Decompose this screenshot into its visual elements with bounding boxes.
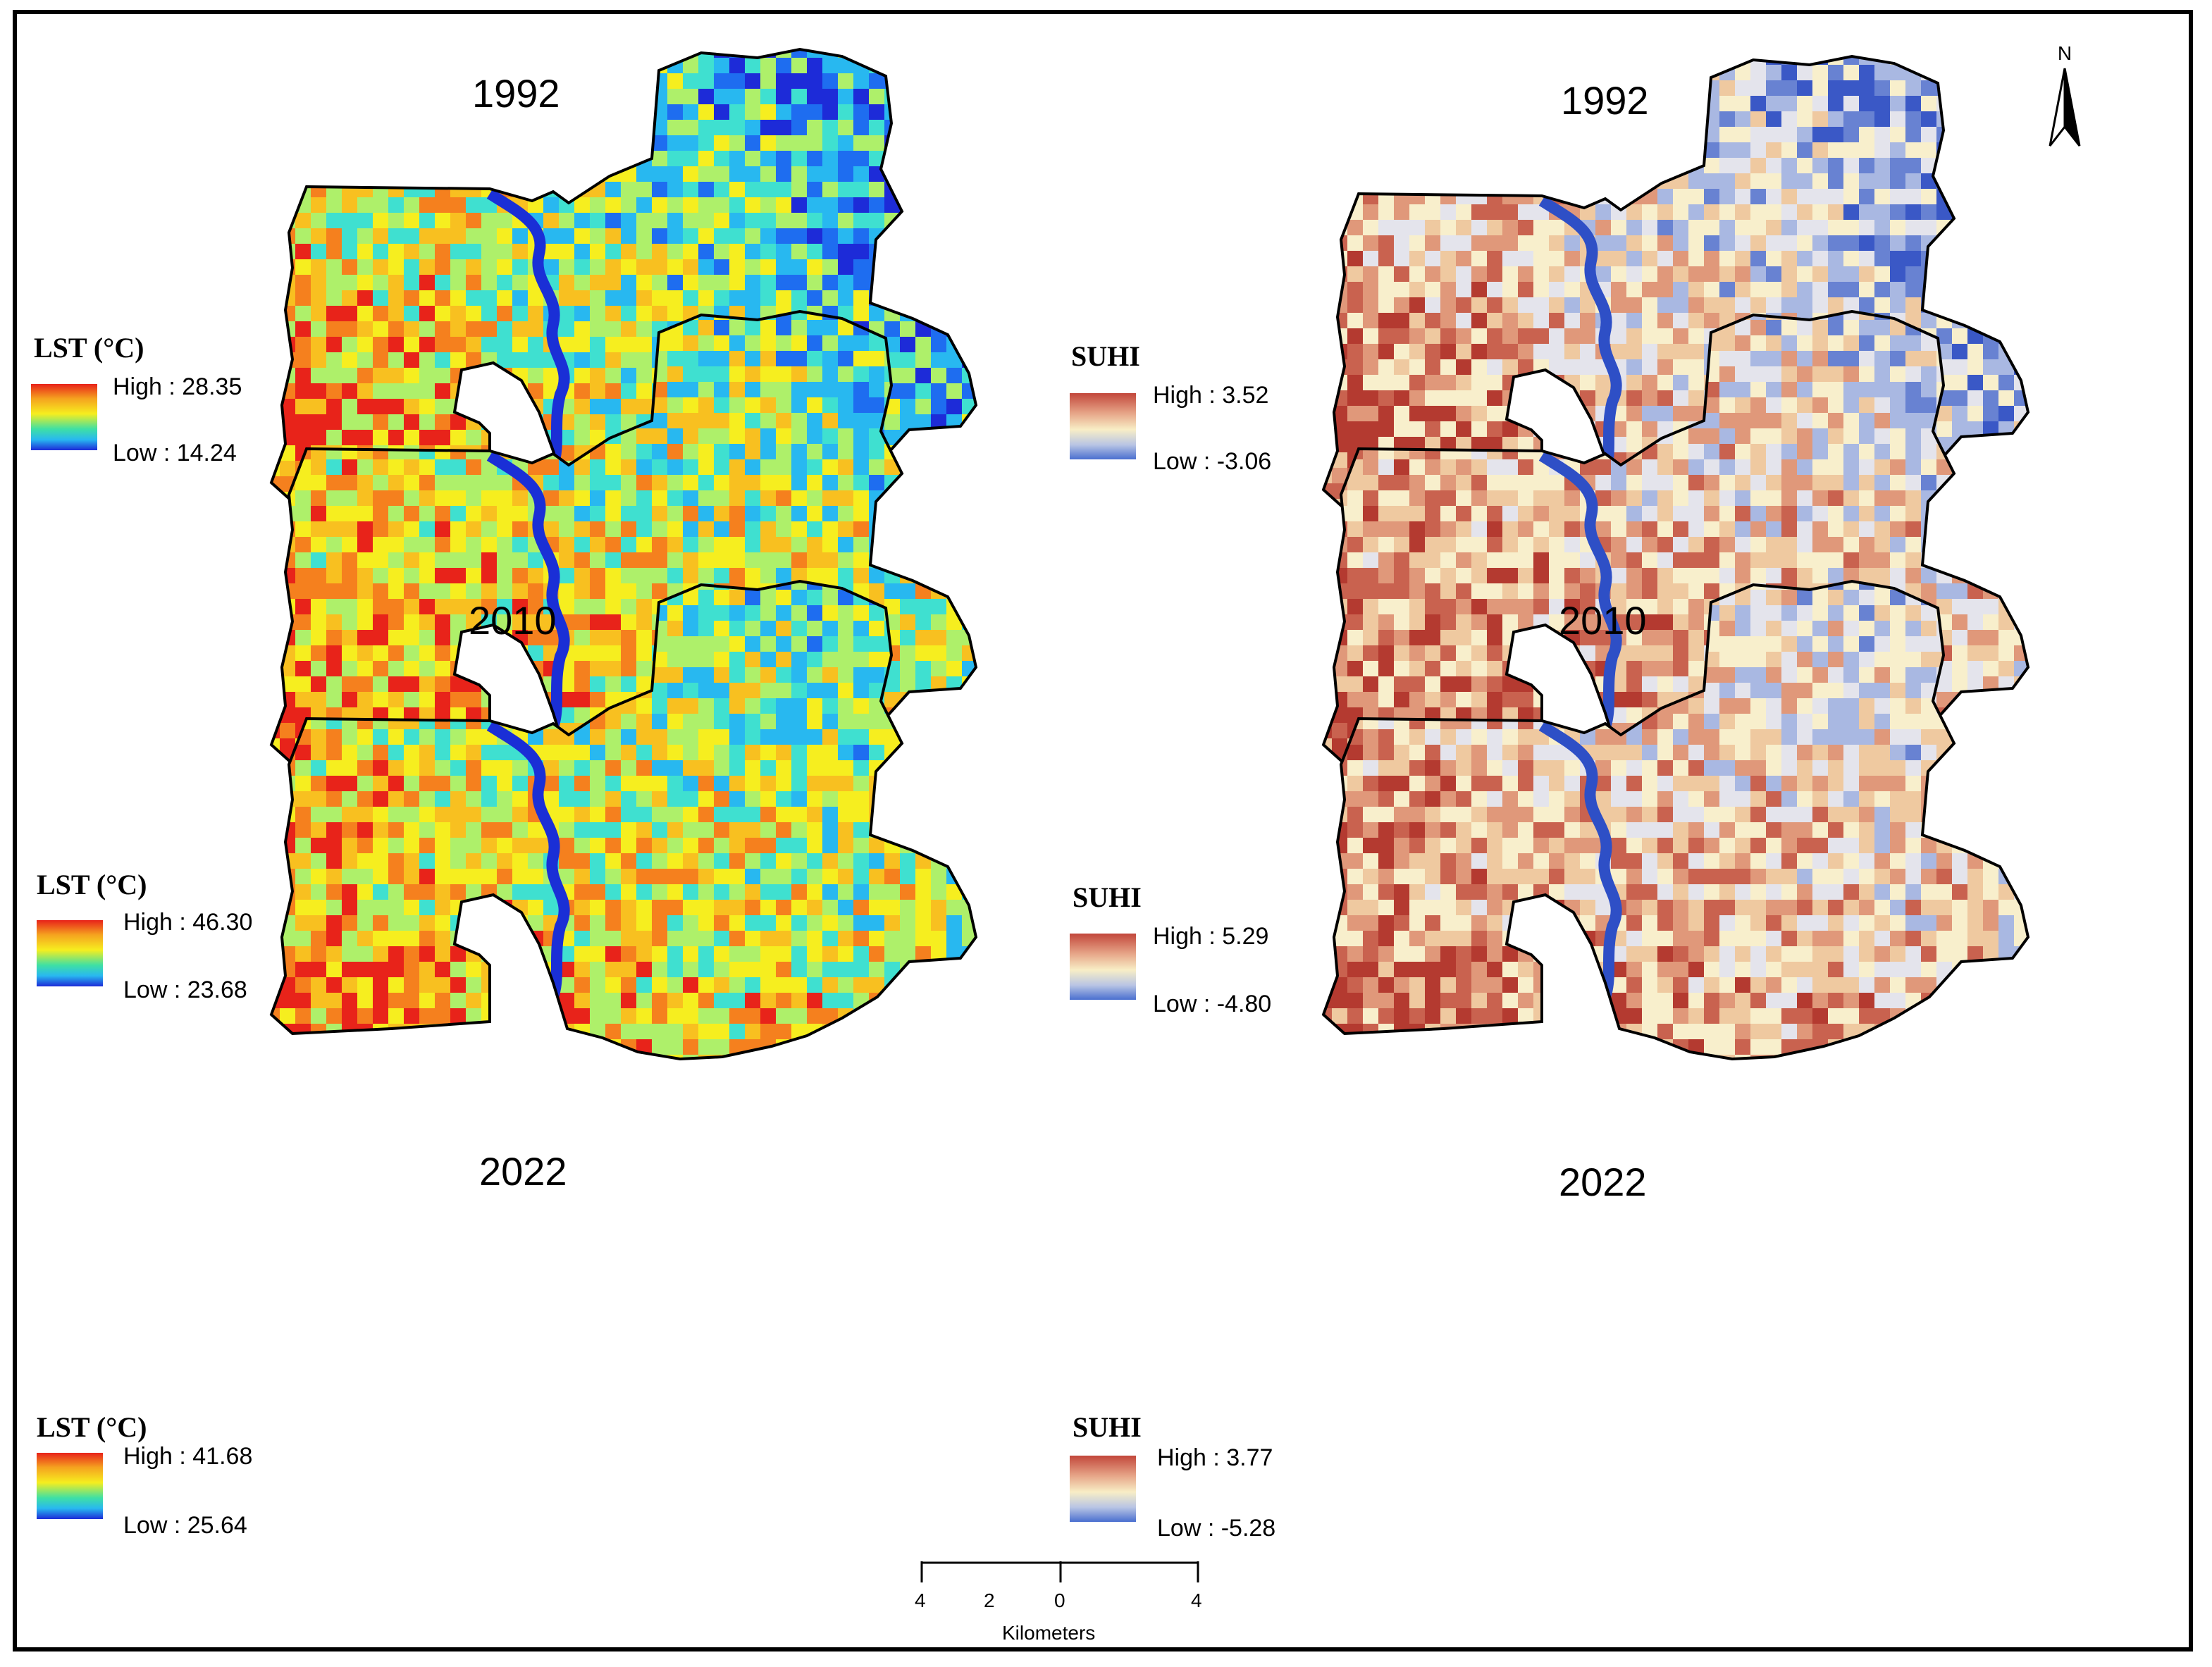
year-label-lst-2010: 2010 <box>469 598 557 643</box>
legend-ramp-lst-2022 <box>37 1453 103 1519</box>
north-arrow-icon <box>2049 68 2081 147</box>
legend-low-lst-2010: Low : 23.68 <box>123 977 247 1003</box>
legend-high-suhi-1992: High : 3.52 <box>1153 382 1269 409</box>
river-channel <box>486 189 570 467</box>
year-label-lst-1992: 1992 <box>472 71 560 116</box>
scale-tick-2: 2 <box>984 1589 995 1611</box>
legend-ramp-lst-1992 <box>31 384 97 450</box>
legend-title-lst-2010: LST (°C) <box>37 869 147 900</box>
legend-high-lst-1992: High : 28.35 <box>113 373 242 400</box>
year-label-lst-2022: 2022 <box>479 1149 567 1194</box>
scale-bar-graphic <box>920 1561 1199 1582</box>
legend-ramp-suhi-2022 <box>1070 1456 1136 1522</box>
year-label-suhi-2022: 2022 <box>1559 1160 1647 1204</box>
north-label: N <box>2057 42 2072 64</box>
river-channel <box>1538 196 1622 474</box>
legend-ramp-suhi-1992 <box>1070 393 1136 459</box>
legend-title-lst-1992: LST (°C) <box>34 332 144 364</box>
legend-ramp-lst-2010 <box>37 920 103 986</box>
north-arrow: N <box>2047 42 2082 153</box>
legend-title-lst-2022: LST (°C) <box>37 1411 147 1443</box>
legend-high-suhi-2022: High : 3.77 <box>1157 1444 1273 1471</box>
river-channel <box>1538 721 1622 999</box>
legend-high-lst-2022: High : 41.68 <box>123 1443 253 1470</box>
river-channel <box>486 721 570 999</box>
legend-high-lst-2010: High : 46.30 <box>123 909 253 936</box>
legend-ramp-suhi-2010 <box>1070 934 1136 1000</box>
scale-unit: Kilometers <box>1002 1622 1096 1644</box>
year-label-suhi-2010: 2010 <box>1559 598 1647 643</box>
legend-low-lst-2022: Low : 25.64 <box>123 1512 247 1539</box>
map-frame <box>13 10 2193 1651</box>
river-channel <box>1538 451 1622 729</box>
legend-low-suhi-2010: Low : -4.80 <box>1153 991 1272 1017</box>
scale-tick-4-left: 4 <box>915 1589 926 1611</box>
river-channel <box>486 451 570 729</box>
legend-title-suhi-1992: SUHI <box>1071 340 1140 372</box>
legend-title-suhi-2010: SUHI <box>1073 881 1142 913</box>
legend-low-suhi-1992: Low : -3.06 <box>1153 448 1272 475</box>
legend-high-suhi-2010: High : 5.29 <box>1153 923 1269 950</box>
legend-low-suhi-2022: Low : -5.28 <box>1157 1515 1276 1542</box>
scale-tick-0: 0 <box>1054 1589 1065 1611</box>
year-label-suhi-1992: 1992 <box>1561 78 1649 123</box>
legend-low-lst-1992: Low : 14.24 <box>113 440 237 466</box>
scale-tick-4-right: 4 <box>1191 1589 1202 1611</box>
legend-title-suhi-2022: SUHI <box>1073 1411 1142 1443</box>
